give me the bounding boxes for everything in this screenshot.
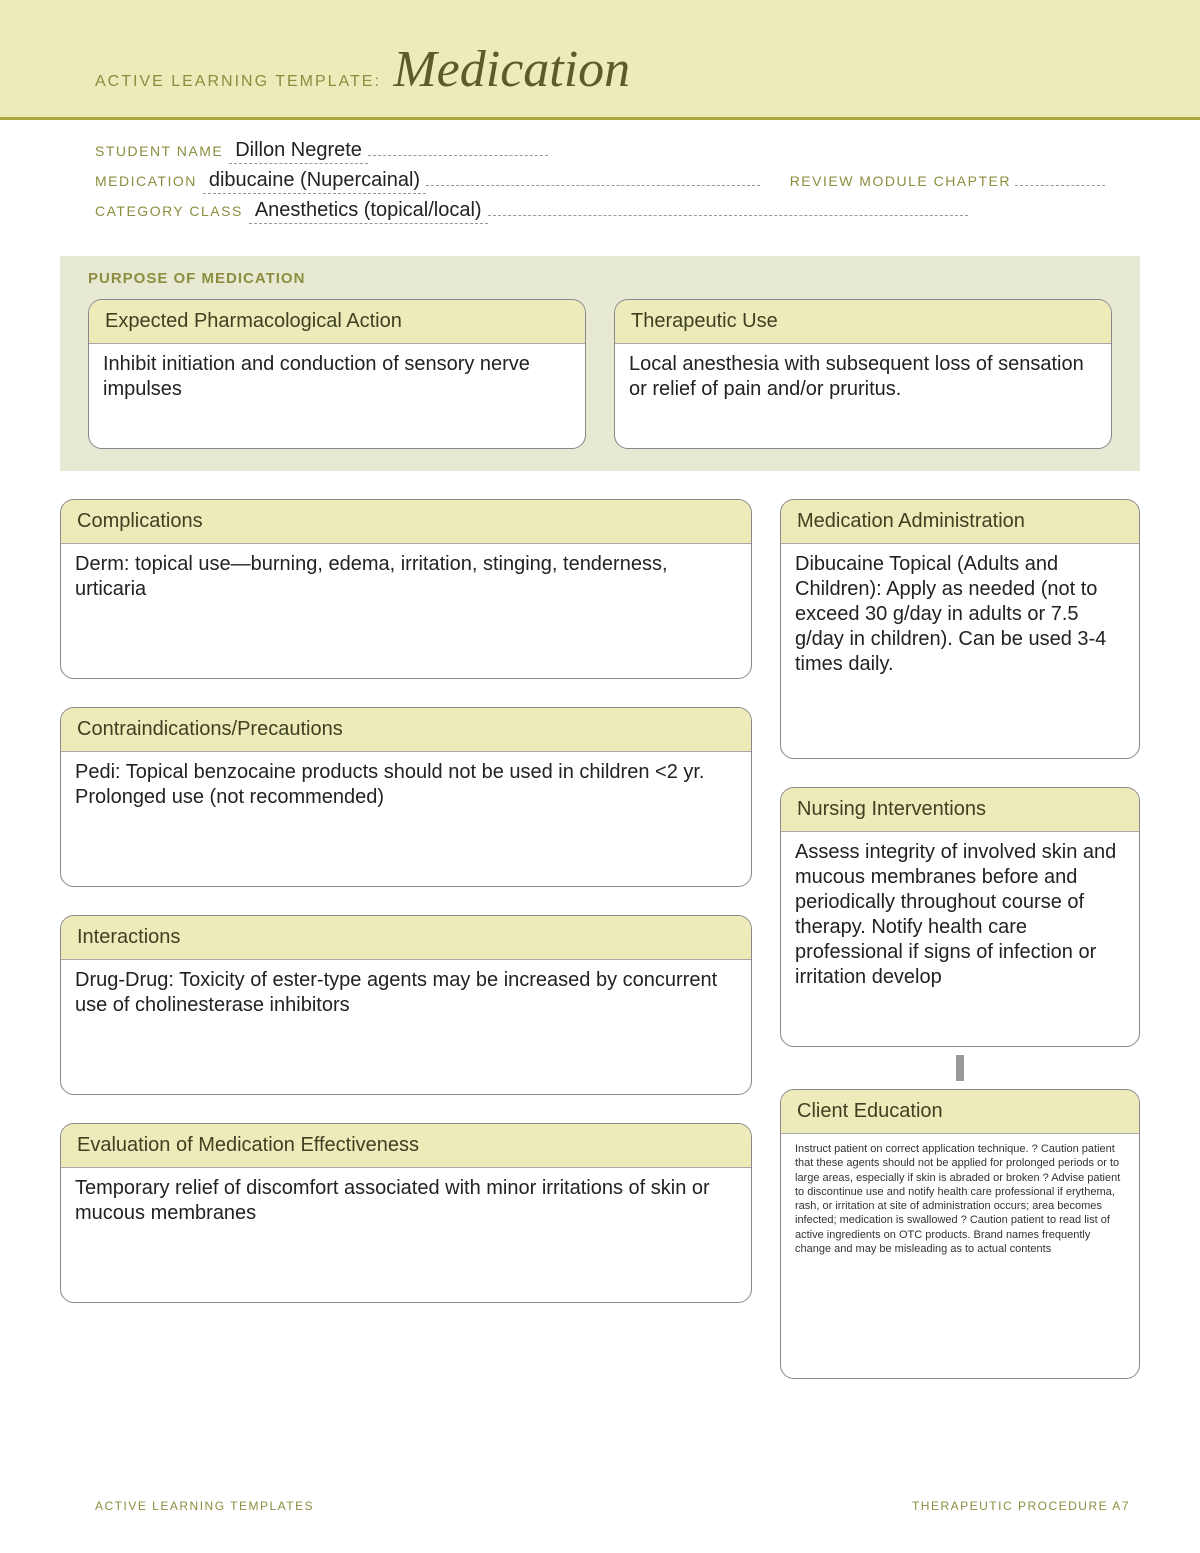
card-heading: Client Education (781, 1090, 1139, 1134)
card-heading: Therapeutic Use (615, 300, 1111, 344)
card-body: Pedi: Topical benzocaine products should… (61, 752, 751, 824)
review-underline (1015, 185, 1105, 186)
card-heading: Evaluation of Medication Effectiveness (61, 1124, 751, 1168)
card-heading: Interactions (61, 916, 751, 960)
card-body: Inhibit initiation and conduction of sen… (89, 344, 585, 416)
footer-left: ACTIVE LEARNING TEMPLATES (95, 1499, 314, 1513)
meta-row-category: CATEGORY CLASS Anesthetics (topical/loca… (95, 198, 1105, 224)
card-body: Local anesthesia with subsequent loss of… (615, 344, 1111, 416)
category-value: Anesthetics (topical/local) (249, 199, 488, 224)
student-label: STUDENT NAME (95, 143, 223, 159)
card-client-education: Client Education Instruct patient on cor… (780, 1089, 1140, 1379)
student-value: Dillon Negrete (229, 139, 368, 164)
column-right: Medication Administration Dibucaine Topi… (780, 499, 1140, 1379)
header-title: Medication (393, 40, 630, 99)
meta-row-student: STUDENT NAME Dillon Negrete (95, 138, 1105, 164)
medication-value: dibucaine (Nupercainal) (203, 169, 426, 194)
header-prefix: ACTIVE LEARNING TEMPLATE: (95, 73, 381, 91)
card-body: Assess integrity of involved skin and mu… (781, 832, 1139, 1004)
underline (368, 138, 548, 156)
main-grid: Complications Derm: topical use—burning,… (60, 499, 1140, 1379)
card-body: Dibucaine Topical (Adults and Children):… (781, 544, 1139, 691)
purpose-row: Expected Pharmacological Action Inhibit … (60, 299, 1140, 449)
purpose-title: PURPOSE OF MEDICATION (60, 270, 1140, 287)
underline (426, 168, 760, 186)
card-interactions: Interactions Drug-Drug: Toxicity of este… (60, 915, 752, 1095)
card-therapeutic-use: Therapeutic Use Local anesthesia with su… (614, 299, 1112, 449)
card-body: Drug-Drug: Toxicity of ester-type agents… (61, 960, 751, 1032)
meta-row-medication: MEDICATION dibucaine (Nupercainal) REVIE… (95, 168, 1105, 194)
footer-right: THERAPEUTIC PROCEDURE A7 (912, 1499, 1130, 1513)
card-heading: Medication Administration (781, 500, 1139, 544)
card-body: Instruct patient on correct application … (781, 1134, 1139, 1270)
card-heading: Contraindications/Precautions (61, 708, 751, 752)
underline (488, 198, 968, 216)
review-label: REVIEW MODULE CHAPTER (790, 173, 1011, 189)
card-contraindications: Contraindications/Precautions Pedi: Topi… (60, 707, 752, 887)
card-expected-action: Expected Pharmacological Action Inhibit … (88, 299, 586, 449)
card-body: Temporary relief of discomfort associate… (61, 1168, 751, 1240)
card-nursing: Nursing Interventions Assess integrity o… (780, 787, 1140, 1047)
medication-label: MEDICATION (95, 173, 197, 189)
connector-line (956, 1055, 964, 1081)
card-heading: Expected Pharmacological Action (89, 300, 585, 344)
card-body: Derm: topical use—burning, edema, irrita… (61, 544, 751, 616)
column-left: Complications Derm: topical use—burning,… (60, 499, 752, 1379)
card-evaluation: Evaluation of Medication Effectiveness T… (60, 1123, 752, 1303)
card-administration: Medication Administration Dibucaine Topi… (780, 499, 1140, 759)
purpose-section: PURPOSE OF MEDICATION Expected Pharmacol… (60, 256, 1140, 471)
card-complications: Complications Derm: topical use—burning,… (60, 499, 752, 679)
category-label: CATEGORY CLASS (95, 203, 243, 219)
card-heading: Nursing Interventions (781, 788, 1139, 832)
header-band: ACTIVE LEARNING TEMPLATE: Medication (0, 0, 1200, 120)
card-heading: Complications (61, 500, 751, 544)
meta-block: STUDENT NAME Dillon Negrete MEDICATION d… (0, 120, 1200, 238)
footer: ACTIVE LEARNING TEMPLATES THERAPEUTIC PR… (95, 1499, 1130, 1513)
